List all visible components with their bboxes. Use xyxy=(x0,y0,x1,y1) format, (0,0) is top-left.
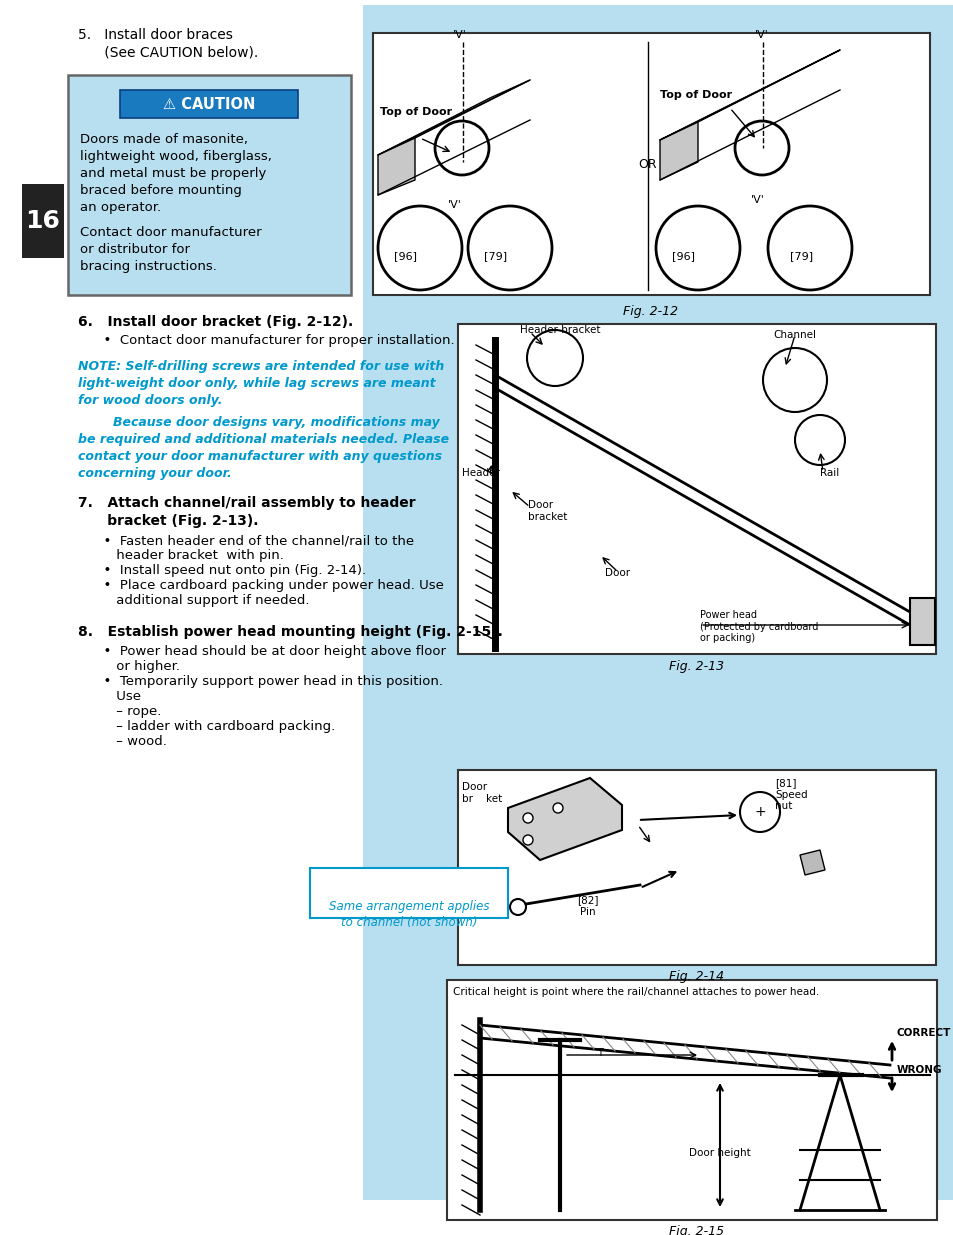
Text: Doors made of masonite,: Doors made of masonite, xyxy=(80,133,248,146)
Polygon shape xyxy=(507,778,621,860)
Text: •  Fasten header end of the channel/rail to the: • Fasten header end of the channel/rail … xyxy=(78,534,414,547)
Text: bracing instructions.: bracing instructions. xyxy=(80,261,216,273)
Text: •  Contact door manufacturer for proper installation.: • Contact door manufacturer for proper i… xyxy=(78,333,455,347)
Text: Rail: Rail xyxy=(820,468,839,478)
Text: 'V': 'V' xyxy=(453,30,466,40)
Text: 'V': 'V' xyxy=(448,200,461,210)
Text: – wood.: – wood. xyxy=(78,735,167,748)
Text: be required and additional materials needed. Please: be required and additional materials nee… xyxy=(78,433,449,446)
Text: Fig. 2-13: Fig. 2-13 xyxy=(669,659,723,673)
Text: Door
bracket: Door bracket xyxy=(527,500,567,521)
FancyBboxPatch shape xyxy=(68,75,351,295)
Text: [81]
Speed
nut: [81] Speed nut xyxy=(774,778,807,811)
Polygon shape xyxy=(909,598,934,645)
FancyBboxPatch shape xyxy=(447,981,936,1220)
Text: Fig. 2-15: Fig. 2-15 xyxy=(669,1225,723,1235)
Text: and metal must be properly: and metal must be properly xyxy=(80,167,266,180)
Polygon shape xyxy=(800,850,824,876)
Text: – ladder with cardboard packing.: – ladder with cardboard packing. xyxy=(78,720,335,734)
Text: Header bracket: Header bracket xyxy=(519,325,599,335)
Text: Channel: Channel xyxy=(773,330,816,340)
Text: ⚠ CAUTION: ⚠ CAUTION xyxy=(163,96,254,111)
Text: Critical height is point where the rail/channel attaches to power head.: Critical height is point where the rail/… xyxy=(453,987,819,997)
Text: +: + xyxy=(754,805,765,819)
Text: Top of Door: Top of Door xyxy=(379,107,452,117)
Text: [79]: [79] xyxy=(483,251,507,261)
Text: header bracket  with pin.: header bracket with pin. xyxy=(78,550,284,562)
FancyBboxPatch shape xyxy=(363,5,953,1200)
Text: 5.   Install door braces: 5. Install door braces xyxy=(78,28,233,42)
Text: •  Power head should be at door height above floor: • Power head should be at door height ab… xyxy=(78,645,446,658)
Text: bracket (Fig. 2-13).: bracket (Fig. 2-13). xyxy=(78,514,258,529)
Polygon shape xyxy=(377,80,530,156)
Text: 'V': 'V' xyxy=(750,195,764,205)
Text: concerning your door.: concerning your door. xyxy=(78,467,232,480)
Text: contact your door manufacturer with any questions: contact your door manufacturer with any … xyxy=(78,450,441,463)
Text: Top of Door: Top of Door xyxy=(659,90,731,100)
Text: an operator.: an operator. xyxy=(80,201,161,214)
Text: Fig. 2-12: Fig. 2-12 xyxy=(622,305,678,317)
Circle shape xyxy=(522,835,533,845)
Text: Door: Door xyxy=(605,568,630,578)
Polygon shape xyxy=(659,122,698,180)
Polygon shape xyxy=(659,49,840,140)
Text: for wood doors only.: for wood doors only. xyxy=(78,394,222,408)
Text: to channel (not shown): to channel (not shown) xyxy=(340,916,476,929)
Text: OR: OR xyxy=(638,158,657,172)
Text: additional support if needed.: additional support if needed. xyxy=(78,594,309,606)
Text: Header: Header xyxy=(461,468,499,478)
Text: light-weight door only, while lag screws are meant: light-weight door only, while lag screws… xyxy=(78,377,436,390)
Text: WRONG: WRONG xyxy=(896,1065,942,1074)
Text: Because door designs vary, modifications may: Because door designs vary, modifications… xyxy=(78,416,439,429)
FancyBboxPatch shape xyxy=(457,324,935,655)
Text: 16: 16 xyxy=(26,209,60,233)
Text: [79]: [79] xyxy=(789,251,812,261)
Text: Use: Use xyxy=(78,690,141,703)
Text: Contact door manufacturer: Contact door manufacturer xyxy=(80,226,261,240)
Text: NOTE: Self-drilling screws are intended for use with: NOTE: Self-drilling screws are intended … xyxy=(78,359,444,373)
Circle shape xyxy=(522,813,533,823)
Text: braced before mounting: braced before mounting xyxy=(80,184,242,198)
Text: or higher.: or higher. xyxy=(78,659,180,673)
FancyBboxPatch shape xyxy=(373,33,929,295)
Text: CORRECT: CORRECT xyxy=(896,1028,950,1037)
Text: Fig. 2-14: Fig. 2-14 xyxy=(669,969,723,983)
Text: T: T xyxy=(597,1049,602,1058)
Text: Door height: Door height xyxy=(688,1149,750,1158)
Text: – rope.: – rope. xyxy=(78,705,161,718)
Text: [82]
Pin: [82] Pin xyxy=(577,895,598,916)
Text: 6.   Install door bracket (Fig. 2-12).: 6. Install door bracket (Fig. 2-12). xyxy=(78,315,353,329)
Text: Door
br    ket: Door br ket xyxy=(461,782,501,804)
Text: lightweight wood, fiberglass,: lightweight wood, fiberglass, xyxy=(80,149,272,163)
Text: [96]: [96] xyxy=(671,251,695,261)
FancyBboxPatch shape xyxy=(120,90,297,119)
Text: Same arrangement applies: Same arrangement applies xyxy=(329,900,489,913)
Text: •  Install speed nut onto pin (Fig. 2-14).: • Install speed nut onto pin (Fig. 2-14)… xyxy=(78,564,366,577)
Circle shape xyxy=(510,899,525,915)
Text: •  Temporarily support power head in this position.: • Temporarily support power head in this… xyxy=(78,676,442,688)
Text: •  Place cardboard packing under power head. Use: • Place cardboard packing under power he… xyxy=(78,579,443,592)
Polygon shape xyxy=(377,138,415,195)
Text: (See CAUTION below).: (See CAUTION below). xyxy=(78,46,258,61)
FancyBboxPatch shape xyxy=(310,868,507,918)
Text: Power head
(Protected by cardboard
or packing): Power head (Protected by cardboard or pa… xyxy=(700,610,818,643)
Circle shape xyxy=(553,803,562,813)
Text: 7.   Attach channel/rail assembly to header: 7. Attach channel/rail assembly to heade… xyxy=(78,496,416,510)
FancyBboxPatch shape xyxy=(22,184,64,258)
FancyBboxPatch shape xyxy=(457,769,935,965)
Text: or distributor for: or distributor for xyxy=(80,243,190,256)
Text: 8.   Establish power head mounting height (Fig. 2-15).: 8. Establish power head mounting height … xyxy=(78,625,502,638)
Text: 'V': 'V' xyxy=(754,30,768,40)
Text: [96]: [96] xyxy=(394,251,416,261)
